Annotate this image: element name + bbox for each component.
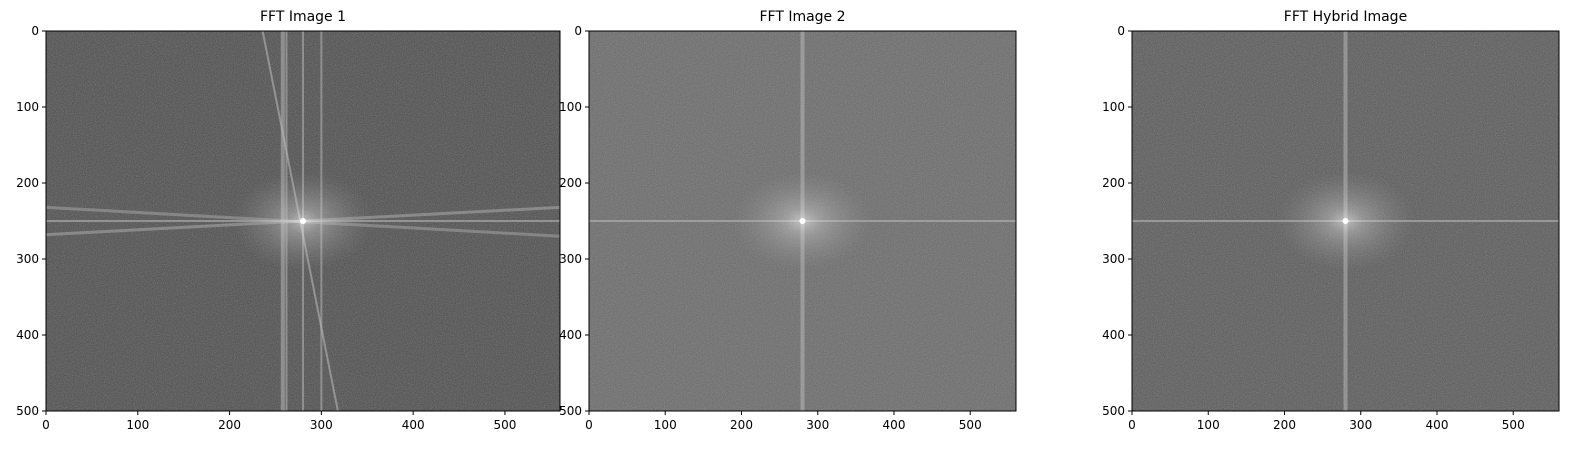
y-tick-label: 500 [1102,404,1125,418]
x-tick-label: 0 [1128,418,1136,432]
spectrum-image [589,31,1016,411]
x-tick-label: 0 [585,418,593,432]
y-tick-label: 200 [559,176,582,190]
y-tick-label: 0 [574,24,582,38]
dc-component [1342,218,1349,224]
x-tick-label: 0 [42,418,50,432]
panel-title: FFT Image 1 [260,9,346,25]
dc-component [799,218,806,224]
y-tick-label: 400 [559,328,582,342]
y-tick-label: 500 [16,404,39,418]
axes-frame [45,30,561,412]
x-tick-label: 200 [218,418,241,432]
x-tick-label: 300 [806,418,829,432]
spectrum-image [1132,31,1559,411]
y-tick-label: 100 [559,100,582,114]
x-tick-label: 400 [883,418,906,432]
spectrum-image [46,31,560,411]
x-tick-label: 500 [959,418,982,432]
axes-frame [1131,30,1560,412]
axes-frame [588,30,1017,412]
x-tick-label: 100 [1197,418,1220,432]
x-tick-label: 400 [1426,418,1449,432]
y-tick-label: 100 [16,100,39,114]
x-tick-label: 400 [402,418,425,432]
x-tick-label: 300 [1349,418,1372,432]
x-tick-label: 200 [1273,418,1296,432]
x-tick-label: 100 [654,418,677,432]
y-tick-label: 0 [1117,24,1125,38]
y-tick-label: 500 [559,404,582,418]
x-tick-label: 300 [310,418,333,432]
panel-1: FFT Image 10 100 200 300 400 5000100200300400… [16,9,561,432]
dc-component [300,218,306,224]
y-tick-label: 300 [1102,252,1125,266]
y-tick-label: 400 [16,328,39,342]
y-tick-label: 400 [1102,328,1125,342]
y-tick-label: 100 [1102,100,1125,114]
y-tick-label: 300 [559,252,582,266]
x-tick-label: 200 [730,418,753,432]
y-tick-label: 200 [16,176,39,190]
y-tick-label: 0 [31,24,39,38]
panel-title: FFT Image 2 [759,9,845,25]
x-tick-label: 500 [1502,418,1525,432]
x-tick-label: 100 [126,418,149,432]
y-tick-label: 200 [1102,176,1125,190]
panel-title: FFT Hybrid Image [1284,9,1407,25]
x-tick-label: 500 [493,418,516,432]
y-tick-label: 300 [16,252,39,266]
panel-2: FFT Image 20 100 200 300 400 5000100200300400… [559,9,1017,432]
